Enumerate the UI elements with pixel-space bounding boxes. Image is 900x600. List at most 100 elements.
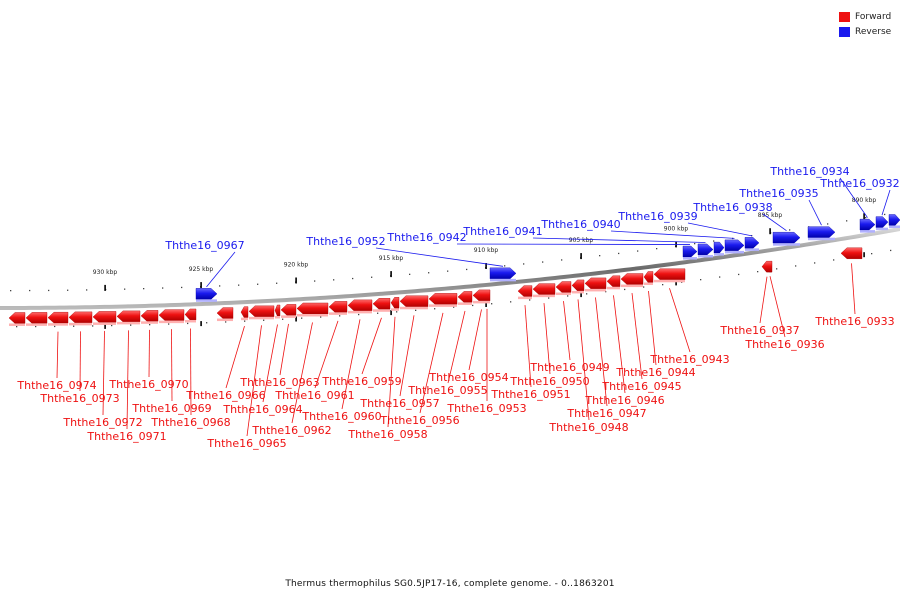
- forward-gene-arrow: [92, 311, 117, 323]
- forward-gene-label: Ththe16_0973: [39, 392, 119, 405]
- leader-line: [56, 331, 59, 379]
- major-tick: [863, 213, 865, 220]
- tick-dot: [586, 293, 588, 295]
- tick-dot: [890, 249, 892, 252]
- gene-shadow: [93, 322, 116, 325]
- major-tick: [200, 282, 202, 289]
- leader-line: [126, 330, 129, 430]
- major-tick: [104, 323, 106, 329]
- scale-tick-label: 910 kbp: [474, 247, 499, 254]
- reverse-gene-label: Ththe16_0940: [540, 218, 620, 231]
- major-tick: [390, 271, 392, 278]
- forward-gene-label: Ththe16_0949: [529, 361, 609, 374]
- tick-dot: [871, 253, 873, 255]
- leader-line: [190, 328, 192, 416]
- major-tick: [485, 263, 487, 269]
- tick-dot: [219, 285, 221, 287]
- leader-line: [375, 247, 504, 267]
- tick-dot: [149, 324, 151, 326]
- leader-line: [206, 251, 236, 288]
- forward-gene-arrow: [25, 312, 48, 324]
- forward-gene-label: Ththe16_0968: [150, 416, 230, 429]
- tick-dot: [776, 268, 778, 270]
- tick-dot: [472, 304, 474, 307]
- tick-dot: [637, 250, 639, 252]
- tick-dot: [35, 325, 37, 328]
- tick-dot: [320, 316, 322, 318]
- gene-shadow: [275, 315, 280, 319]
- forward-gene-arrow: [347, 299, 373, 312]
- gene-shadow: [217, 318, 233, 322]
- gene-shadow: [141, 321, 158, 324]
- leader-line: [447, 310, 466, 384]
- forward-gene-arrow: [472, 289, 491, 302]
- tick-dot: [542, 261, 544, 263]
- legend-forward: Forward: [839, 9, 891, 24]
- legend-reverse-label: Reverse: [855, 26, 892, 37]
- tick-dot: [529, 299, 531, 301]
- forward-gene-arrow: [116, 310, 141, 323]
- gene-shadow: [159, 320, 184, 324]
- leader-line: [468, 309, 482, 371]
- tick-dot: [92, 325, 94, 327]
- gene-shadow: [400, 306, 428, 310]
- forward-gene-label: Ththe16_0969: [131, 402, 211, 415]
- tick-dot: [358, 313, 360, 316]
- tick-dot: [86, 289, 88, 291]
- forward-gene-label: Ththe16_0933: [814, 315, 894, 328]
- reverse-gene-arrow: [859, 218, 876, 231]
- forward-gene-arrow: [840, 247, 863, 260]
- gene-shadow: [808, 237, 835, 241]
- leader-line: [762, 213, 787, 232]
- gene-shadow: [473, 300, 490, 304]
- scale-tick-label: 905 kbp: [569, 237, 594, 244]
- leader-line: [808, 199, 822, 226]
- tick-dot: [504, 265, 506, 267]
- tick-dot: [282, 318, 284, 320]
- leader-line: [361, 317, 382, 375]
- gene-shadow: [458, 302, 472, 305]
- gene-shadow: [185, 319, 196, 323]
- tick-dot: [561, 259, 563, 261]
- tick-dot: [605, 291, 607, 293]
- scale-tick-label: 895 kbp: [758, 212, 783, 219]
- gene-shadow: [518, 296, 532, 300]
- forward-gene-label: Ththe16_0972: [62, 416, 142, 429]
- tick-dot: [453, 306, 455, 308]
- reverse-gene-arrow: [772, 231, 801, 244]
- tick-dot: [73, 325, 75, 327]
- tick-dot: [884, 213, 886, 216]
- reverse-swatch: [839, 26, 850, 37]
- tick-dot: [371, 276, 373, 278]
- gene-shadow: [26, 323, 47, 326]
- tick-dot: [846, 220, 848, 222]
- tick-dot: [352, 277, 354, 280]
- leader-line: [387, 316, 396, 428]
- forward-gene-label: Ththe16_0961: [274, 389, 354, 402]
- gene-shadow: [391, 308, 399, 311]
- forward-gene-label: Ththe16_0948: [548, 421, 628, 434]
- gene-labels: Ththe16_0974Ththe16_0973Ththe16_0972Thth…: [16, 165, 899, 450]
- tick-dot: [434, 308, 436, 310]
- forward-gene-label: Ththe16_0944: [615, 366, 695, 379]
- forward-gene-arrow: [457, 291, 473, 303]
- tick-dot: [67, 289, 69, 291]
- gene-shadow: [698, 254, 713, 258]
- leader-line: [171, 329, 173, 402]
- tick-dot: [29, 289, 31, 292]
- reverse-gene-label: Ththe16_0967: [164, 239, 244, 252]
- forward-gene-label: Ththe16_0974: [16, 379, 96, 392]
- forward-gene-label: Ththe16_0943: [649, 353, 729, 366]
- forward-gene-arrow: [274, 304, 281, 317]
- forward-gene-label: Ththe16_0954: [428, 371, 508, 384]
- forward-gene-label: Ththe16_0966: [185, 389, 265, 402]
- tick-dot: [16, 326, 18, 328]
- tick-dot: [143, 288, 145, 290]
- reverse-gene-arrow: [697, 243, 714, 256]
- tick-dot: [377, 312, 379, 314]
- gene-arrows: [8, 214, 900, 326]
- forward-gene-arrow: [399, 295, 429, 307]
- reverse-gene-arrow: [489, 267, 517, 280]
- leader-line: [314, 320, 339, 389]
- tick-dot: [130, 324, 132, 326]
